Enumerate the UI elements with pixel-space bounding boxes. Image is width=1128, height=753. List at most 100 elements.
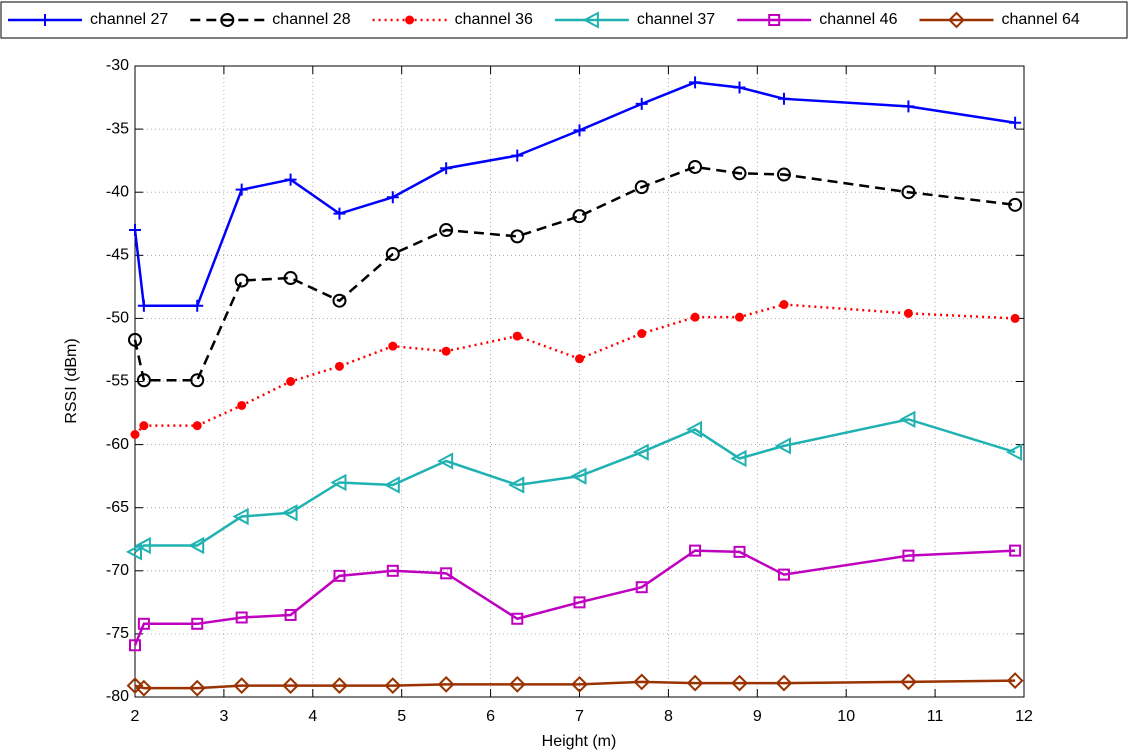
marker — [637, 329, 647, 339]
marker — [388, 341, 398, 351]
marker — [129, 224, 141, 237]
marker — [632, 443, 649, 461]
legend-entry: channel 27 — [8, 11, 168, 28]
marker — [1010, 313, 1020, 323]
marker — [135, 679, 153, 697]
marker — [902, 100, 915, 113]
marker — [777, 92, 790, 105]
marker — [508, 476, 525, 494]
legend-label: channel 64 — [1001, 11, 1079, 28]
legend-entry: channel 28 — [190, 11, 351, 28]
marker — [512, 331, 522, 341]
marker — [134, 536, 151, 555]
marker — [137, 617, 150, 630]
marker — [188, 536, 205, 555]
marker — [39, 14, 51, 26]
marker — [774, 437, 791, 455]
marker — [125, 543, 142, 561]
marker — [139, 421, 149, 431]
marker — [690, 312, 700, 322]
marker — [439, 223, 454, 238]
marker — [582, 11, 599, 29]
marker — [948, 11, 965, 29]
marker — [385, 247, 400, 262]
marker — [731, 674, 748, 692]
marker — [572, 209, 587, 224]
marker — [437, 452, 454, 470]
marker — [281, 504, 298, 522]
marker — [192, 421, 202, 431]
legend-entry: channel 46 — [737, 11, 898, 28]
marker — [232, 507, 249, 526]
legend-label: channel 27 — [90, 11, 168, 28]
marker — [901, 185, 916, 200]
y-tick-label: -40 — [106, 183, 129, 200]
series-line — [133, 549, 1016, 646]
marker — [334, 361, 344, 371]
marker — [733, 81, 746, 94]
x-axis-label: Height (m) — [542, 733, 617, 750]
marker — [688, 159, 703, 174]
marker — [441, 346, 451, 356]
marker — [284, 173, 297, 186]
marker — [511, 612, 524, 625]
y-tick-label: -55 — [106, 373, 129, 390]
marker — [235, 183, 248, 196]
marker — [386, 564, 399, 577]
marker — [735, 312, 745, 322]
marker — [383, 476, 400, 494]
marker — [902, 549, 915, 562]
x-tick-label: 3 — [219, 708, 228, 725]
y-axis-label: RSSI (dBm) — [63, 338, 80, 423]
marker — [1009, 116, 1022, 129]
marker — [775, 674, 793, 692]
x-tick-label: 12 — [1015, 708, 1033, 725]
x-tick-label: 2 — [131, 708, 140, 725]
x-tick-label: 11 — [927, 708, 944, 725]
legend-label: channel 28 — [272, 11, 350, 28]
marker — [128, 332, 142, 347]
marker — [136, 373, 151, 388]
y-tick-label: -45 — [106, 247, 129, 264]
marker — [286, 377, 296, 386]
marker — [685, 420, 703, 439]
marker — [899, 410, 916, 429]
series-line — [133, 165, 1016, 382]
y-tick-label: -50 — [106, 310, 129, 327]
marker — [633, 673, 651, 691]
marker — [384, 677, 402, 695]
plot-frame — [134, 65, 1025, 698]
marker — [129, 639, 141, 652]
x-tick-label: 4 — [308, 708, 317, 725]
marker — [220, 13, 235, 27]
legend-label: channel 37 — [637, 11, 715, 28]
marker — [511, 149, 524, 162]
marker — [332, 293, 347, 308]
marker — [284, 608, 297, 621]
x-tick-label: 10 — [837, 708, 855, 725]
marker — [333, 207, 346, 220]
marker — [689, 544, 702, 557]
legend-label: channel 46 — [819, 11, 897, 28]
marker — [903, 308, 913, 318]
marker — [508, 675, 526, 693]
marker — [689, 76, 702, 89]
marker — [575, 354, 584, 364]
marker — [191, 299, 204, 312]
marker — [570, 467, 587, 485]
marker — [440, 162, 453, 175]
marker — [190, 373, 205, 388]
marker — [237, 400, 247, 410]
marker — [188, 679, 206, 697]
marker — [137, 299, 150, 312]
marker — [1006, 672, 1024, 690]
series-line — [134, 418, 1016, 553]
legend-label: channel 36 — [455, 11, 533, 28]
marker — [233, 677, 251, 695]
y-tick-label: -70 — [106, 562, 129, 579]
marker — [635, 97, 648, 110]
y-tick-label: -80 — [106, 688, 129, 705]
x-tick-label: 5 — [397, 708, 406, 725]
marker — [330, 473, 347, 492]
marker — [733, 545, 746, 558]
